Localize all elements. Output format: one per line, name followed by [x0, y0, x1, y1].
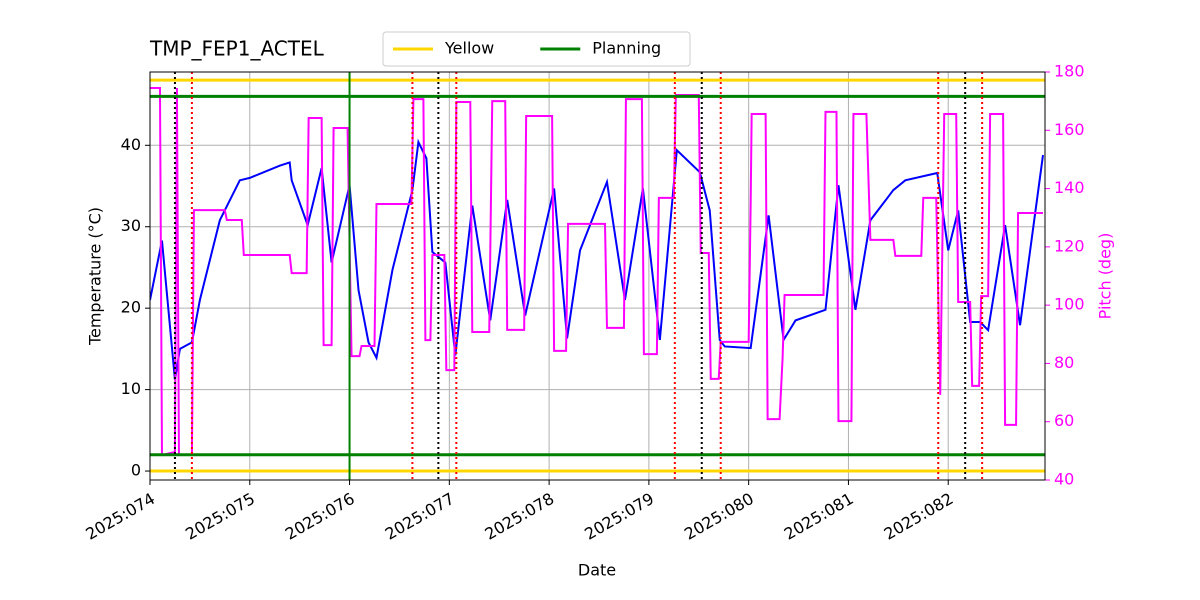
series-line	[150, 138, 1044, 380]
plot-frame	[149, 71, 1046, 481]
x-axis-label: Date	[578, 561, 616, 580]
y-axis-label: Temperature (°C)	[86, 207, 105, 346]
y2-tick-label: 40	[1054, 470, 1074, 489]
y2-tick-label: 80	[1054, 353, 1074, 372]
y2-tick-label: 140	[1054, 178, 1085, 197]
y2-tick-label: 100	[1054, 295, 1085, 314]
y-tick-label: 40	[121, 135, 141, 154]
legend-label: Planning	[592, 39, 661, 58]
legend: Yellow Planning	[382, 31, 691, 67]
y2-tick-label: 160	[1054, 120, 1085, 139]
plot-area	[150, 72, 1045, 480]
y2-tick-label: 180	[1054, 62, 1085, 81]
chart-title: TMP_FEP1_ACTEL	[149, 37, 325, 61]
y-tick-label: 0	[131, 461, 141, 480]
y2-tick-label: 120	[1054, 236, 1085, 255]
y-tick-label: 10	[121, 379, 141, 398]
y-tick-label: 20	[121, 298, 141, 317]
legend-label: Yellow	[444, 39, 494, 58]
legend-box	[382, 31, 691, 67]
y2-tick-label: 60	[1054, 411, 1074, 430]
series-line	[150, 87, 1043, 457]
y-tick-label: 30	[121, 216, 141, 235]
y2-axis-label: Pitch (deg)	[1096, 233, 1115, 320]
